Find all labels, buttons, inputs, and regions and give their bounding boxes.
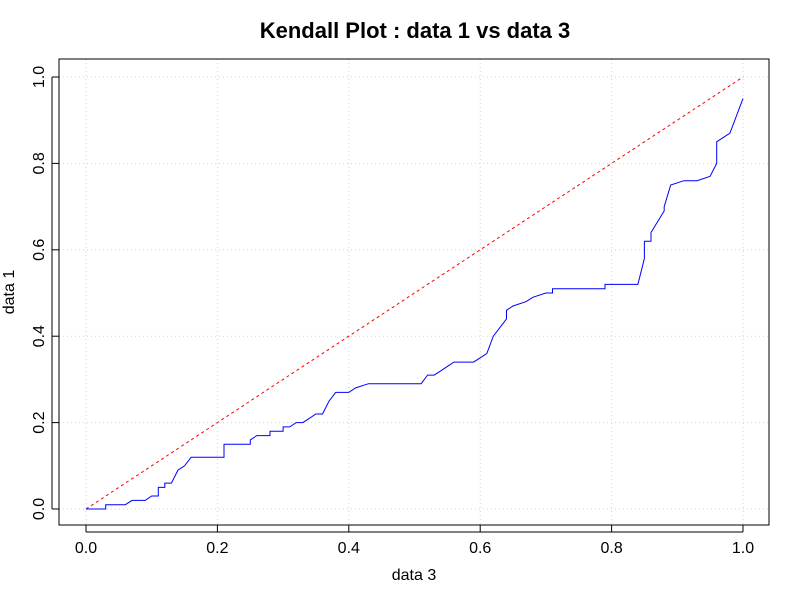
y-axis: 0.0 0.2 0.4 0.6 0.8 1.0 [31, 66, 59, 520]
x-axis: 0.0 0.2 0.4 0.6 0.8 1.0 [75, 525, 754, 557]
y-tick-label: 1.0 [31, 66, 48, 88]
plot-frame [58, 58, 770, 526]
grid-lines [59, 59, 769, 525]
y-tick-label: 0.2 [31, 411, 48, 433]
kendall-curve-line [86, 98, 744, 510]
x-tick-label: 0.4 [338, 540, 360, 557]
y-tick-label: 0.4 [31, 325, 48, 347]
x-tick-label: 1.0 [732, 540, 754, 557]
chart-title: Kendall Plot : data 1 vs data 3 [260, 18, 571, 43]
y-tick-label: 0.0 [31, 498, 48, 520]
x-tick-label: 0.6 [469, 540, 491, 557]
x-tick-label: 0.8 [600, 540, 622, 557]
series-group [86, 98, 744, 510]
x-tick-label: 0.0 [75, 540, 97, 557]
x-axis-label: data 3 [392, 567, 437, 584]
y-axis-label: data 1 [1, 270, 18, 315]
reference-line [85, 76, 744, 510]
reference-line-group [85, 76, 744, 510]
y-tick-label: 0.6 [31, 239, 48, 261]
y-tick-label: 0.8 [31, 152, 48, 174]
x-tick-label: 0.2 [206, 540, 228, 557]
